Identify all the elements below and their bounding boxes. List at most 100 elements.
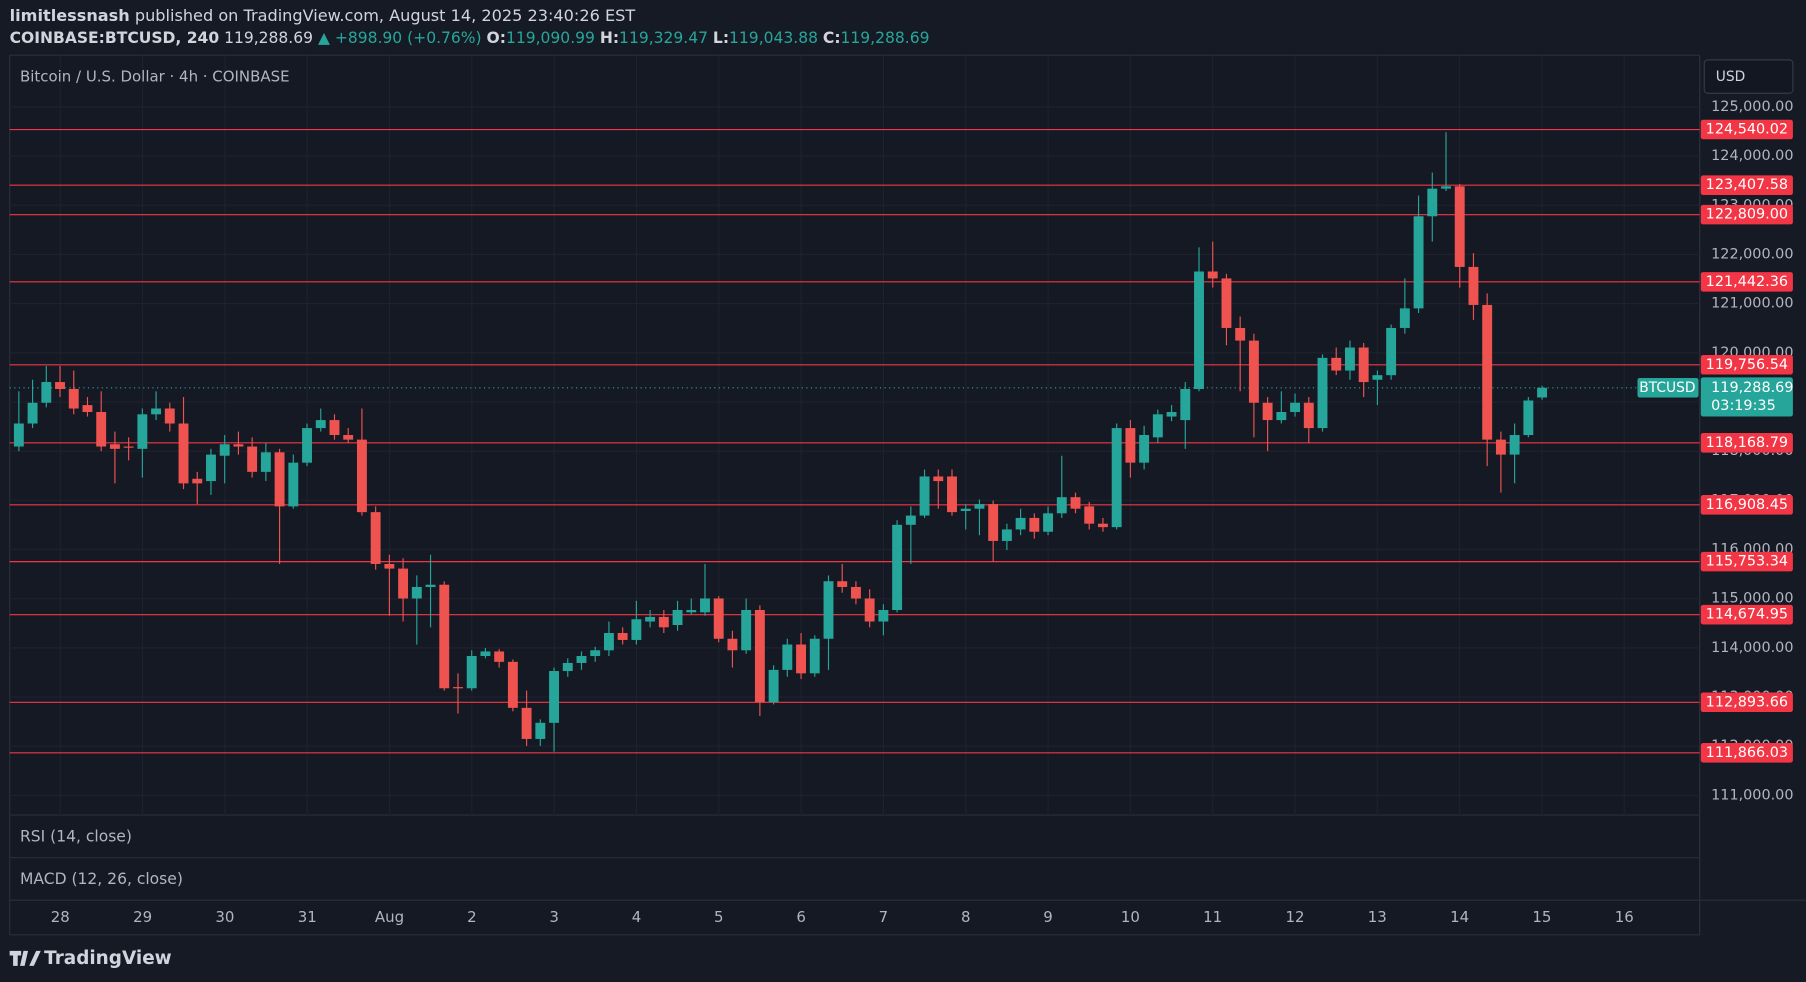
level-tag	[1700, 272, 1793, 292]
y-tick-label: 122,000.00	[1711, 246, 1793, 262]
candle-body	[411, 586, 422, 599]
macd-label: MACD (12, 26, close)	[20, 870, 183, 888]
x-tick-label: 3	[549, 908, 559, 926]
candle-body	[754, 609, 765, 703]
candle-body	[13, 423, 24, 447]
level-label: 121,442.36	[1706, 274, 1788, 290]
level-label: 123,407.58	[1706, 177, 1788, 193]
candle-body	[494, 651, 505, 662]
level-tag	[1700, 495, 1793, 515]
h-value: 119,329.47	[619, 28, 708, 46]
candle-body	[123, 446, 134, 448]
change: ▲ +898.90 (+0.76%)	[318, 28, 482, 46]
y-tick-label: 115,000.00	[1711, 591, 1793, 607]
candle-body	[274, 452, 285, 507]
o-value: 119,090.99	[506, 28, 595, 46]
candle-body	[631, 619, 642, 640]
candle-body	[562, 662, 573, 672]
candle-body	[109, 444, 120, 449]
candle-body	[370, 512, 381, 564]
x-tick-label: 7	[879, 908, 889, 926]
currency-button[interactable]	[1703, 59, 1794, 94]
candle-body	[82, 405, 93, 413]
x-tick-label: 6	[796, 908, 806, 926]
candle-body	[192, 478, 203, 484]
logo: TradingView	[9, 948, 172, 969]
candle-body	[919, 476, 930, 516]
candle-body	[1043, 513, 1054, 532]
candle-body	[1097, 523, 1108, 528]
level-tag	[1700, 551, 1793, 572]
candle-body	[55, 382, 65, 389]
level-label: 115,753.34	[1706, 554, 1788, 570]
symbol-line: COINBASE:BTCUSD, 240 119,288.69 ▲ +898.9…	[10, 28, 930, 46]
y-tick-label: 121,000.00	[1711, 296, 1793, 312]
candle-body	[892, 524, 903, 610]
level-tag	[1700, 354, 1793, 375]
candle-body	[1070, 497, 1081, 509]
h-label: H:	[600, 28, 619, 46]
level-label: 111,866.03	[1706, 745, 1788, 761]
candle-body	[219, 444, 230, 456]
candle-body	[864, 598, 875, 622]
candle-body	[1303, 402, 1314, 429]
x-tick-label: 5	[714, 908, 724, 926]
logo-icon	[9, 950, 41, 966]
candle-body	[1509, 435, 1520, 455]
symbol: COINBASE:BTCUSD, 240	[10, 28, 220, 46]
candle-body	[1221, 278, 1232, 328]
candle-body	[1413, 216, 1424, 309]
candle-body	[1166, 412, 1177, 417]
level-tag	[1700, 692, 1793, 713]
candle-body	[1111, 428, 1122, 528]
candle-body	[233, 444, 244, 447]
candle-body	[713, 598, 724, 639]
candle-body	[384, 563, 395, 569]
candle-body	[1180, 388, 1191, 421]
level-tag	[1700, 433, 1793, 453]
candle-body	[1125, 428, 1136, 463]
candle-body	[343, 435, 354, 440]
candle-body	[850, 586, 861, 599]
candle-body	[96, 412, 107, 447]
candle-body	[988, 504, 999, 541]
x-tick-label: 14	[1450, 908, 1469, 926]
x-tick-label: 8	[961, 908, 971, 926]
countdown: 03:19:35	[1711, 398, 1776, 414]
candle-body	[1523, 400, 1534, 436]
x-tick-label: 28	[51, 908, 70, 926]
candle-body	[1276, 412, 1287, 421]
candle-body	[796, 644, 806, 674]
candles	[13, 132, 1548, 752]
candle-body	[521, 707, 532, 739]
candle-body	[617, 633, 628, 640]
header-line: limitlessnash published on TradingView.c…	[10, 6, 636, 25]
level-label: 116,908.45	[1706, 497, 1788, 513]
candle-body	[782, 644, 793, 670]
y-tick-label: 114,000.00	[1711, 640, 1793, 656]
candle-body	[1029, 517, 1040, 532]
candle-body	[356, 439, 367, 513]
candle-body	[1015, 517, 1026, 530]
last-price-tag	[1700, 377, 1793, 417]
candle-body	[947, 476, 957, 513]
currency-label[interactable]: USD	[1716, 69, 1745, 85]
candle-body	[41, 382, 52, 403]
candle-body	[453, 687, 463, 689]
candle-body	[1262, 402, 1273, 421]
candle-body	[1248, 340, 1259, 403]
level-label: 114,674.95	[1706, 607, 1788, 623]
price: 119,288.69	[224, 28, 313, 46]
candle-body	[1345, 347, 1355, 371]
candle-body	[178, 423, 189, 484]
candle-body	[700, 598, 710, 613]
candle-body	[1056, 497, 1067, 514]
x-tick-label: 31	[298, 908, 317, 926]
candle-body	[1427, 188, 1438, 217]
candle-body	[645, 616, 656, 622]
x-tick-label: 29	[133, 908, 152, 926]
level-label: 118,168.79	[1706, 435, 1788, 451]
candle-body	[727, 638, 738, 651]
published: published on TradingView.com, August 14,…	[135, 6, 636, 25]
